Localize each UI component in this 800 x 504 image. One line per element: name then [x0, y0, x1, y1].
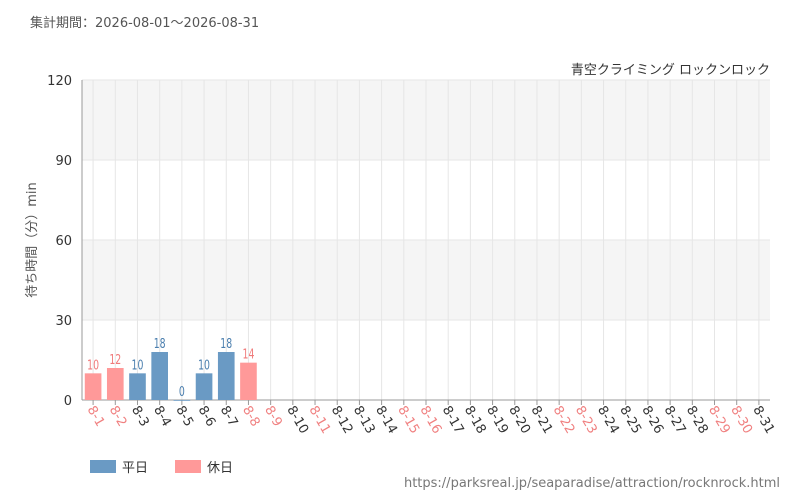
data-label: 12: [109, 352, 121, 367]
x-tick-label: 8-8: [239, 404, 263, 430]
chart-title: 集計期間：2026-08-01～2026-08-31: [30, 15, 259, 31]
x-tick-label: 8-25: [616, 404, 644, 437]
data-label: 10: [198, 357, 210, 372]
x-tick-label: 8-20: [505, 404, 533, 437]
x-tick-label: 8-28: [683, 404, 711, 437]
x-tick-label: 8-14: [372, 404, 400, 437]
y-tick-label: 0: [64, 394, 72, 409]
x-tick-label: 8-3: [128, 404, 152, 430]
y-axis-label: 待ち時間（分）min: [25, 182, 40, 298]
data-label: 10: [132, 357, 144, 372]
x-tick-label: 8-1: [84, 404, 108, 430]
x-tick-label: 8-7: [217, 404, 241, 430]
x-tick-label: 8-9: [261, 404, 285, 430]
legend-swatch: [90, 460, 116, 473]
x-tick-label: 8-18: [461, 404, 489, 437]
legend-label: 平日: [122, 461, 148, 476]
x-tick-label: 8-5: [172, 404, 196, 430]
bar: [129, 373, 146, 400]
bar: [217, 352, 235, 400]
data-label: 18: [220, 336, 232, 351]
bar: [106, 368, 124, 400]
x-tick-label: 8-12: [328, 404, 356, 437]
data-label: 14: [243, 347, 255, 362]
x-tick-label: 8-15: [394, 404, 422, 437]
x-tick-label: 8-16: [417, 404, 445, 437]
x-tick-label: 8-4: [150, 404, 174, 430]
x-tick-label: 8-29: [705, 404, 733, 437]
x-tick-label: 8-23: [572, 404, 600, 437]
x-tick-label: 8-6: [195, 404, 219, 430]
x-tick-label: 8-19: [483, 404, 511, 437]
legend-swatch: [175, 460, 201, 473]
x-tick-label: 8-17: [439, 404, 467, 437]
bar: [240, 362, 257, 400]
data-label: 10: [87, 357, 99, 372]
x-tick-label: 8-11: [306, 404, 334, 437]
y-tick-label: 90: [55, 154, 72, 169]
bar: [84, 373, 102, 400]
data-label: 18: [154, 336, 166, 351]
y-tick-label: 30: [55, 314, 72, 329]
x-tick-label: 8-31: [749, 404, 777, 437]
x-tick-label: 8-21: [528, 404, 556, 437]
x-tick-label: 8-10: [283, 404, 311, 437]
source-url: https://parksreal.jp/seaparadise/attract…: [404, 476, 780, 491]
x-tick-label: 8-26: [638, 404, 666, 437]
data-label: 0: [179, 384, 185, 399]
bar: [173, 400, 191, 401]
chart-subtitle: 青空クライミング ロックンロック: [571, 63, 770, 78]
x-tick-label: 8-13: [350, 404, 378, 437]
y-tick-label: 120: [47, 74, 72, 89]
x-tick-label: 8-30: [727, 404, 755, 437]
bar: [195, 373, 213, 400]
bar: [151, 352, 168, 400]
legend-label: 休日: [207, 461, 233, 476]
x-tick-label: 8-22: [550, 404, 578, 437]
x-tick-label: 8-27: [661, 404, 689, 437]
x-tick-label: 8-24: [594, 404, 622, 437]
y-tick-label: 60: [55, 234, 72, 249]
x-tick-label: 8-2: [106, 404, 130, 430]
